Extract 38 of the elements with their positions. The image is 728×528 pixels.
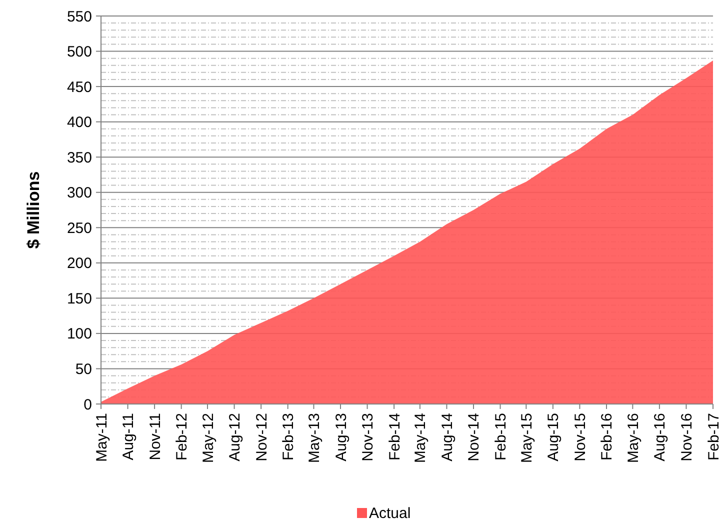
x-tick-label: Feb-12 — [174, 413, 191, 461]
x-tick-label: Feb-15 — [492, 413, 510, 461]
y-tick-label: 450 — [66, 78, 92, 96]
x-tick-label: Nov-15 — [572, 413, 589, 462]
y-tick-label: 400 — [66, 114, 92, 132]
x-tick-label: Aug-13 — [332, 413, 350, 462]
y-tick-label: 150 — [66, 290, 92, 308]
y-tick-label: 300 — [66, 184, 92, 202]
x-tick-label: Nov-11 — [146, 413, 164, 460]
x-tick-label: Feb-14 — [386, 413, 404, 461]
x-tick-label: Aug-11 — [120, 413, 138, 460]
legend-label: Actual — [369, 505, 411, 522]
x-tick-label: Feb-16 — [598, 413, 616, 461]
x-tick-label: May-11 — [93, 413, 110, 462]
y-tick-label: 350 — [66, 149, 92, 166]
x-tick-label: Nov-12 — [253, 413, 270, 462]
y-tick-label: 250 — [66, 220, 92, 237]
y-tick-label: 50 — [75, 360, 92, 378]
x-tick-label: Aug-15 — [545, 413, 562, 462]
x-tick-label: Nov-14 — [466, 413, 483, 462]
x-tick-label: Aug-14 — [438, 413, 456, 462]
x-tick-label: Feb-13 — [280, 413, 298, 461]
y-axis-title: $ Millions — [24, 171, 43, 249]
x-tick-label: May-15 — [518, 413, 536, 464]
y-tick-label: 0 — [84, 396, 92, 414]
y-tick-label: 200 — [66, 255, 92, 272]
x-tick-label: May-14 — [412, 413, 430, 464]
x-tick-label: Aug-16 — [652, 413, 669, 462]
y-tick-label: 100 — [66, 326, 92, 343]
y-tick-label: 500 — [66, 44, 92, 61]
x-tick-label: Nov-16 — [678, 413, 696, 462]
x-tick-label: May-16 — [624, 413, 642, 464]
x-tick-label: Nov-13 — [360, 413, 377, 462]
x-tick-label: Aug-12 — [226, 413, 244, 462]
y-tick-label: 550 — [66, 8, 92, 26]
x-tick-label: May-12 — [200, 413, 217, 464]
x-tick-label: Feb-17 — [705, 413, 722, 461]
x-tick-label: May-13 — [306, 413, 323, 464]
